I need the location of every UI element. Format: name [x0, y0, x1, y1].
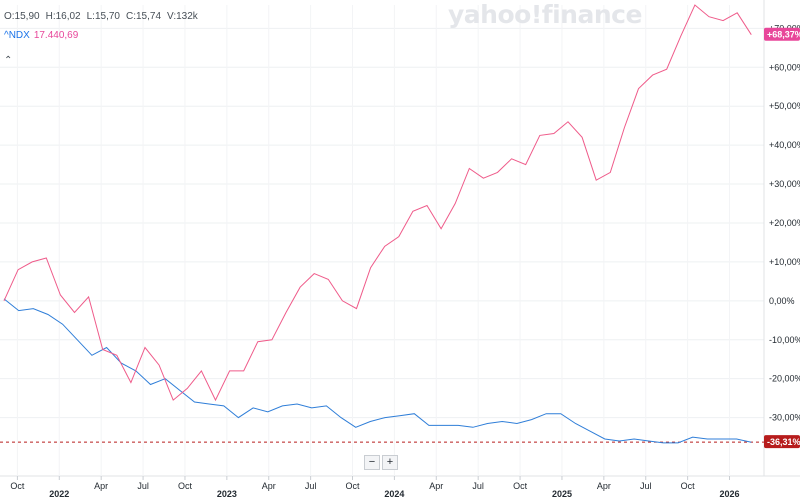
- x-tick-label: 2026: [719, 489, 739, 499]
- x-tick-label: Oct: [178, 481, 193, 491]
- gridlines: [0, 0, 800, 477]
- x-tick-label: Jul: [640, 481, 652, 491]
- x-tick-label: Oct: [10, 481, 25, 491]
- x-tick-label: 2022: [49, 489, 69, 499]
- y-tick-label: -10,00%: [769, 335, 800, 345]
- x-tick-label: Oct: [681, 481, 696, 491]
- series-badge-bg: [764, 435, 800, 449]
- zoom-in-button[interactable]: +: [382, 455, 398, 470]
- ohlc-open: O:15,90: [4, 11, 40, 22]
- vertical-gridlines: [16, 5, 731, 476]
- yahoo-finance-watermark: yahoo!finance: [448, 0, 642, 29]
- x-tick-label: Jul: [472, 481, 484, 491]
- x-tick-label: Oct: [513, 481, 528, 491]
- compare-value: 17.440,69: [33, 30, 79, 41]
- y-tick-label: -30,00%: [769, 413, 800, 423]
- y-tick-label: +30,00%: [769, 179, 800, 189]
- ohlc-volume: V:132k: [167, 11, 198, 22]
- y-tick-label: +50,00%: [769, 101, 800, 111]
- y-tick-label: +60,00%: [769, 62, 800, 72]
- y-tick-label: +10,00%: [769, 257, 800, 267]
- x-tick-label: Apr: [429, 481, 443, 491]
- x-tick-label: Jul: [137, 481, 149, 491]
- x-tick-label: 2023: [217, 489, 237, 499]
- series-badge-label: -36,31%: [767, 437, 800, 447]
- ohlc-close: C:15,74: [126, 11, 162, 22]
- y-tick-label: +20,00%: [769, 218, 800, 228]
- compare-symbol[interactable]: ^NDX: [4, 30, 30, 41]
- x-axis-tick-labels: Oct 2022 Apr Jul Oct 2023 Apr Jul Oct 2024 Apr Jul O…: [10, 476, 740, 499]
- compare-legend[interactable]: ^NDX 17.440,69: [4, 30, 78, 41]
- series-value-badges: -36,31% +68,37%: [764, 27, 800, 449]
- x-tick-label: Oct: [346, 481, 361, 491]
- x-tick-label: Apr: [262, 481, 276, 491]
- x-tick-label: 2024: [384, 489, 404, 499]
- series-badge-label: +68,37%: [767, 30, 800, 40]
- chevron-up-icon[interactable]: ⌃: [4, 55, 13, 66]
- x-tick-label: Apr: [94, 481, 108, 491]
- series-line-1: [3, 4, 752, 402]
- series-line-0: [3, 298, 752, 444]
- y-tick-label: +40,00%: [769, 140, 800, 150]
- ohlc-high: H:16,02: [45, 11, 81, 22]
- y-axis-tick-labels: -30,00% -20,00% -10,00% 0,00% +10,00% +20,00%…: [769, 23, 800, 422]
- ohlc-low: L:15,70: [86, 11, 120, 22]
- x-tick-label: Jul: [305, 481, 317, 491]
- x-tick-label: 2025: [552, 489, 572, 499]
- series-lines: [3, 4, 752, 444]
- zoom-controls: − +: [364, 455, 398, 470]
- zoom-out-button[interactable]: −: [364, 455, 380, 470]
- series-badge-bg: [764, 27, 800, 41]
- x-tick-label: Apr: [597, 481, 611, 491]
- ohlc-readout: O:15,90 H:16,02 L:15,70 C:15,74 V:132k: [4, 11, 204, 22]
- y-tick-label: -20,00%: [769, 374, 800, 384]
- y-tick-label: 0,00%: [769, 296, 795, 306]
